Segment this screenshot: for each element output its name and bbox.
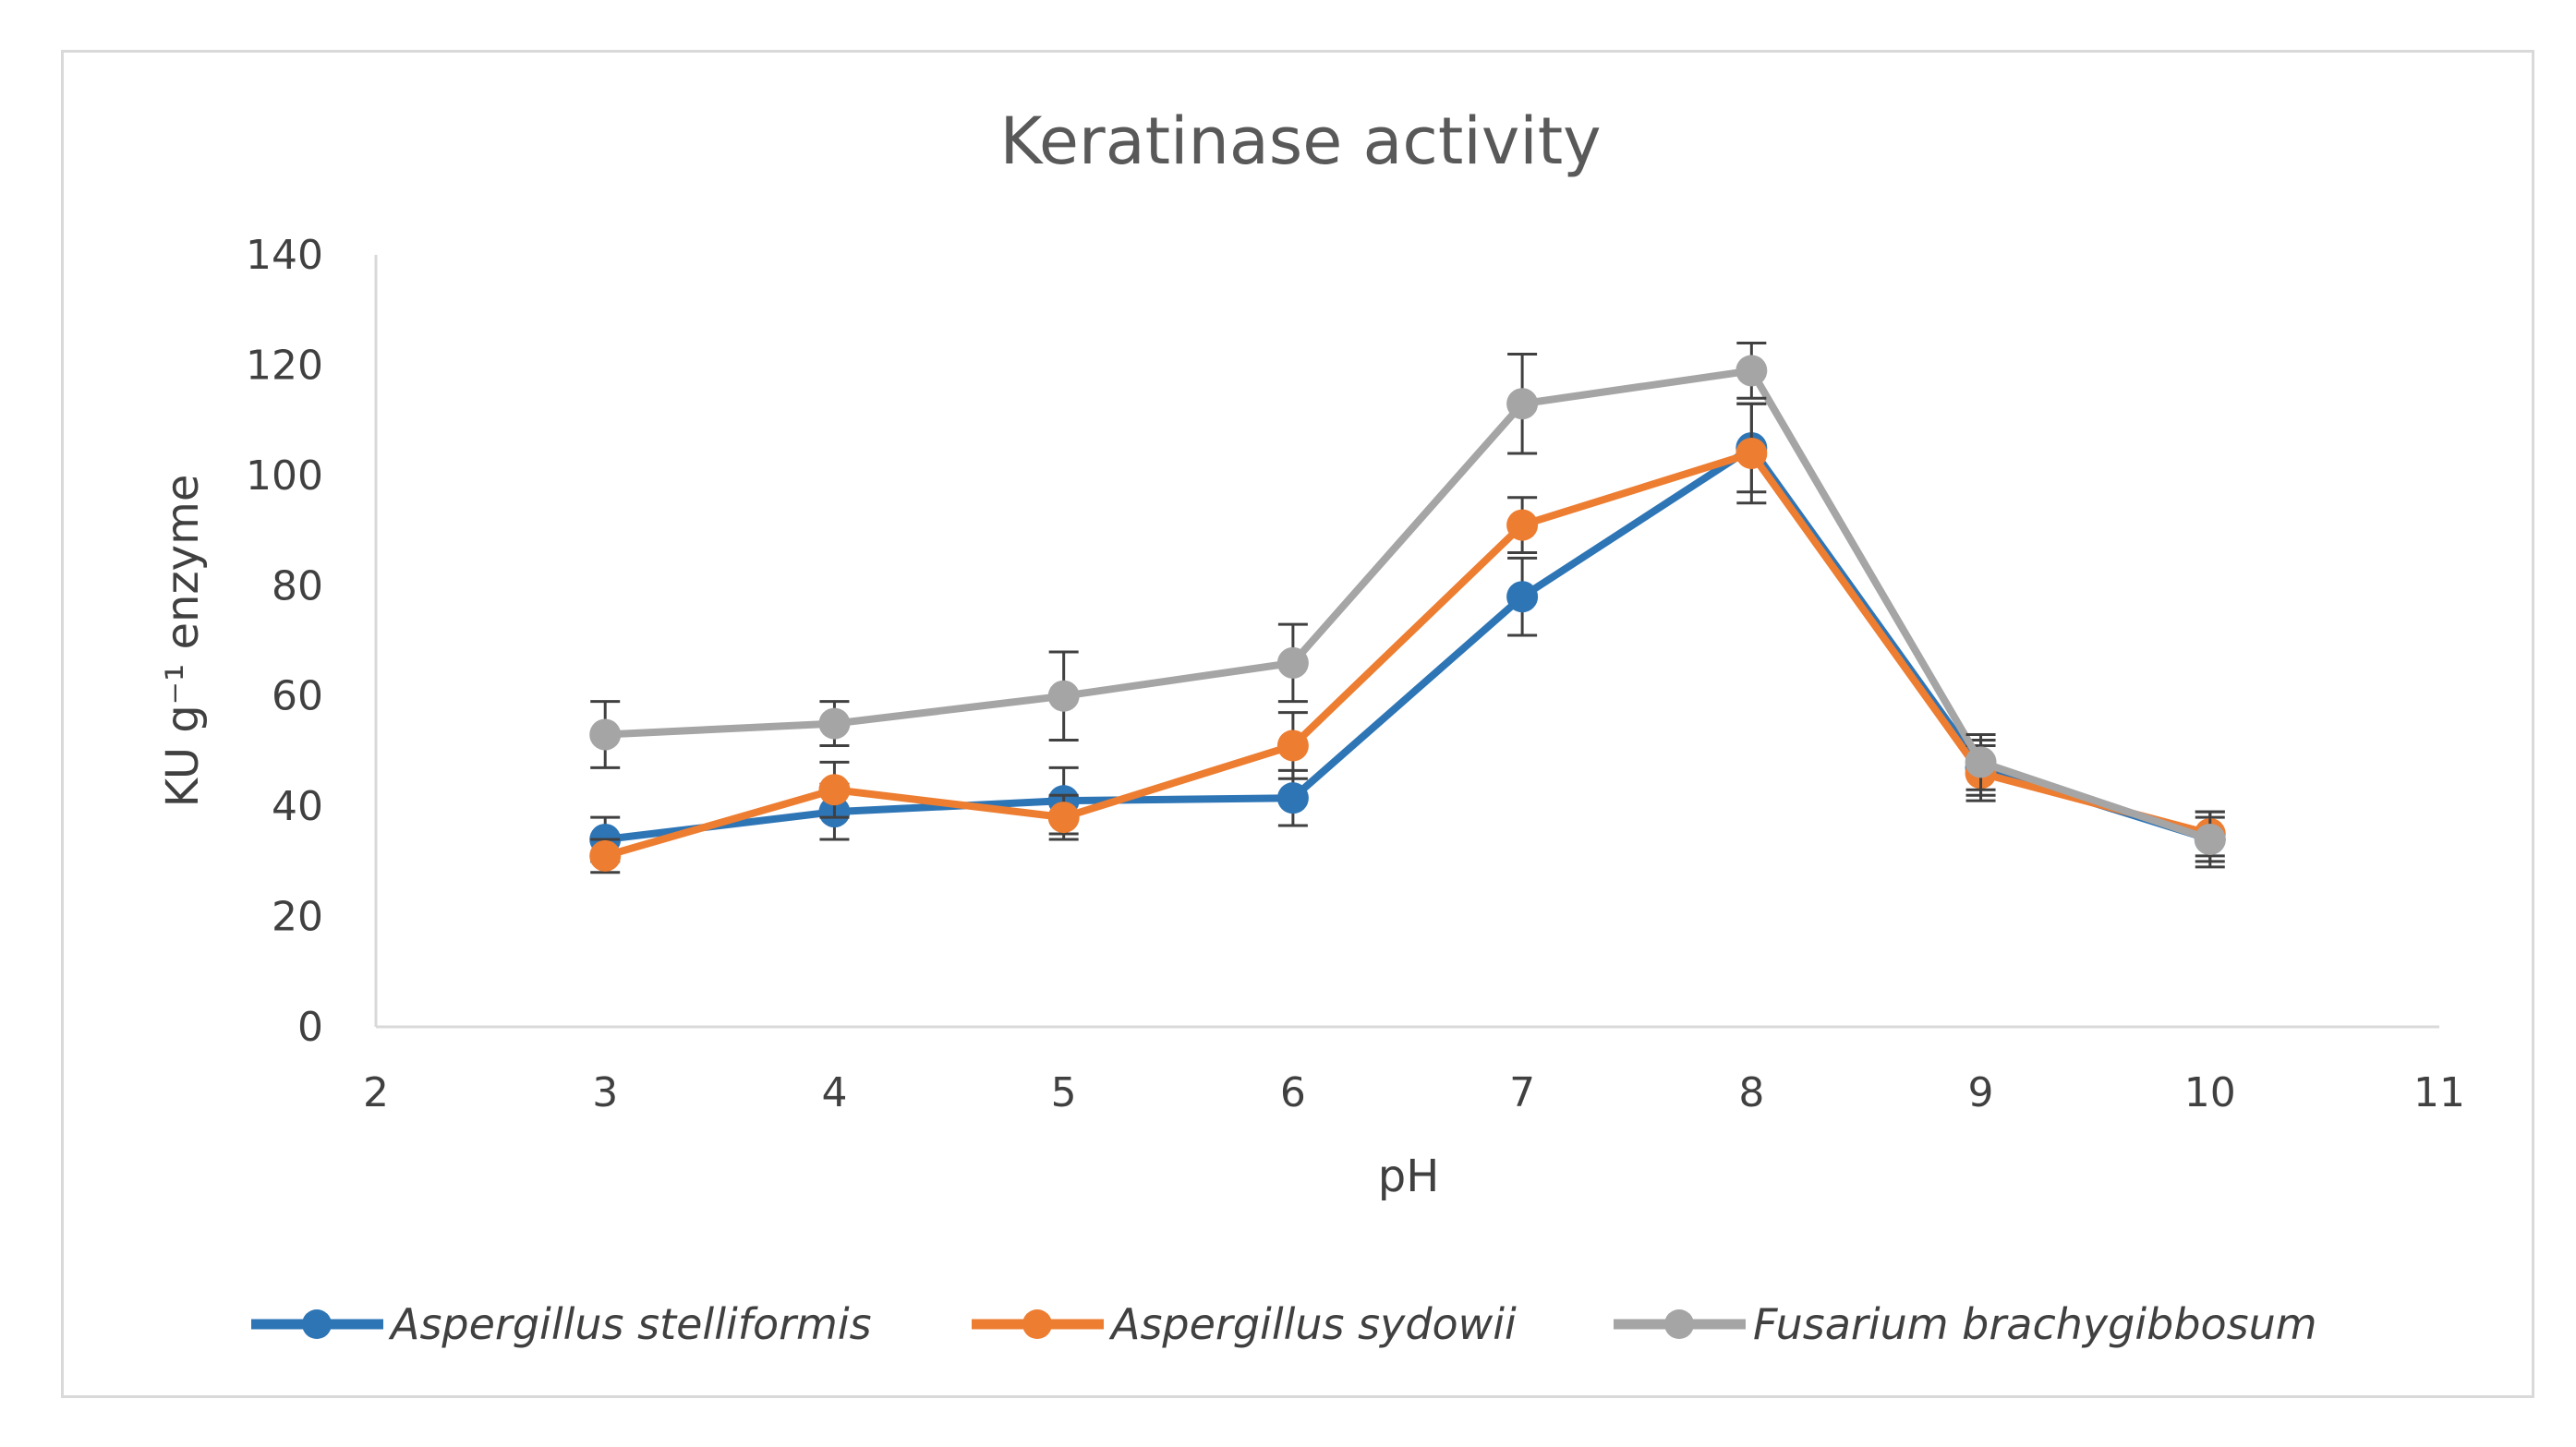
legend-item-2[interactable]: Fusarium brachygibbosum (1614, 1299, 2317, 1349)
data-point (1506, 388, 1539, 420)
chart-title: Keratinase activity (999, 103, 1601, 179)
legend-label-1: Aspergillus sydowii (1108, 1299, 1517, 1349)
y-tick-label: 80 (272, 562, 323, 609)
data-point (1276, 730, 1309, 762)
data-point (1047, 680, 1080, 712)
series-line-2 (605, 367, 2212, 843)
data-point (1506, 509, 1539, 541)
y-tick-label: 140 (246, 232, 323, 279)
chart-frame (61, 50, 2534, 1398)
data-point (589, 718, 622, 751)
x-axis-label: pH (1378, 1151, 1440, 1202)
series-2 (589, 342, 2226, 869)
data-point (2194, 823, 2226, 855)
x-tick-label: 10 (2184, 1069, 2236, 1116)
series-layer (589, 342, 2226, 874)
legend-item-1[interactable]: Aspergillus sydowii (972, 1299, 1517, 1349)
legend-marker-2 (1664, 1309, 1694, 1339)
x-tick-label: 11 (2413, 1069, 2465, 1116)
series-line-1 (604, 449, 2211, 860)
y-axis-ticks: 0 20 40 60 80 100 120 140 (246, 232, 323, 1051)
x-tick-label: 7 (1509, 1069, 1535, 1116)
legend: Aspergillus stelliformis Aspergillus syd… (251, 1299, 2317, 1349)
x-tick-label: 6 (1280, 1069, 1306, 1116)
data-point (818, 707, 851, 740)
data-point (1047, 802, 1080, 834)
legend-label-2: Fusarium brachygibbosum (1753, 1299, 2317, 1349)
data-point (1735, 437, 1768, 469)
data-point (589, 839, 622, 872)
data-point (1276, 782, 1309, 814)
data-point (1965, 746, 1997, 778)
data-point (1506, 581, 1539, 613)
data-point (818, 774, 851, 806)
data-point (1735, 355, 1768, 387)
x-tick-label: 3 (592, 1069, 618, 1116)
y-tick-label: 120 (246, 342, 323, 389)
y-tick-label: 40 (272, 783, 323, 830)
x-tick-label: 2 (363, 1069, 389, 1116)
legend-item-0[interactable]: Aspergillus stelliformis (251, 1299, 872, 1349)
y-tick-label: 20 (272, 894, 323, 941)
y-tick-label: 100 (246, 452, 323, 500)
y-tick-label: 0 (297, 1004, 323, 1051)
x-tick-label: 9 (1968, 1069, 1994, 1116)
x-axis-ticks: 2 3 4 5 6 7 8 9 10 11 (363, 1069, 2465, 1116)
x-tick-label: 4 (821, 1069, 847, 1116)
y-tick-label: 60 (272, 673, 323, 720)
x-tick-label: 8 (1738, 1069, 1764, 1116)
x-tick-label: 5 (1051, 1069, 1077, 1116)
series-1 (589, 402, 2226, 874)
legend-marker-1 (1022, 1309, 1052, 1339)
legend-marker-0 (302, 1309, 332, 1339)
legend-label-0: Aspergillus stelliformis (388, 1299, 872, 1349)
data-point (1276, 646, 1309, 679)
y-axis-label: KU g⁻¹ enzyme (157, 475, 209, 808)
